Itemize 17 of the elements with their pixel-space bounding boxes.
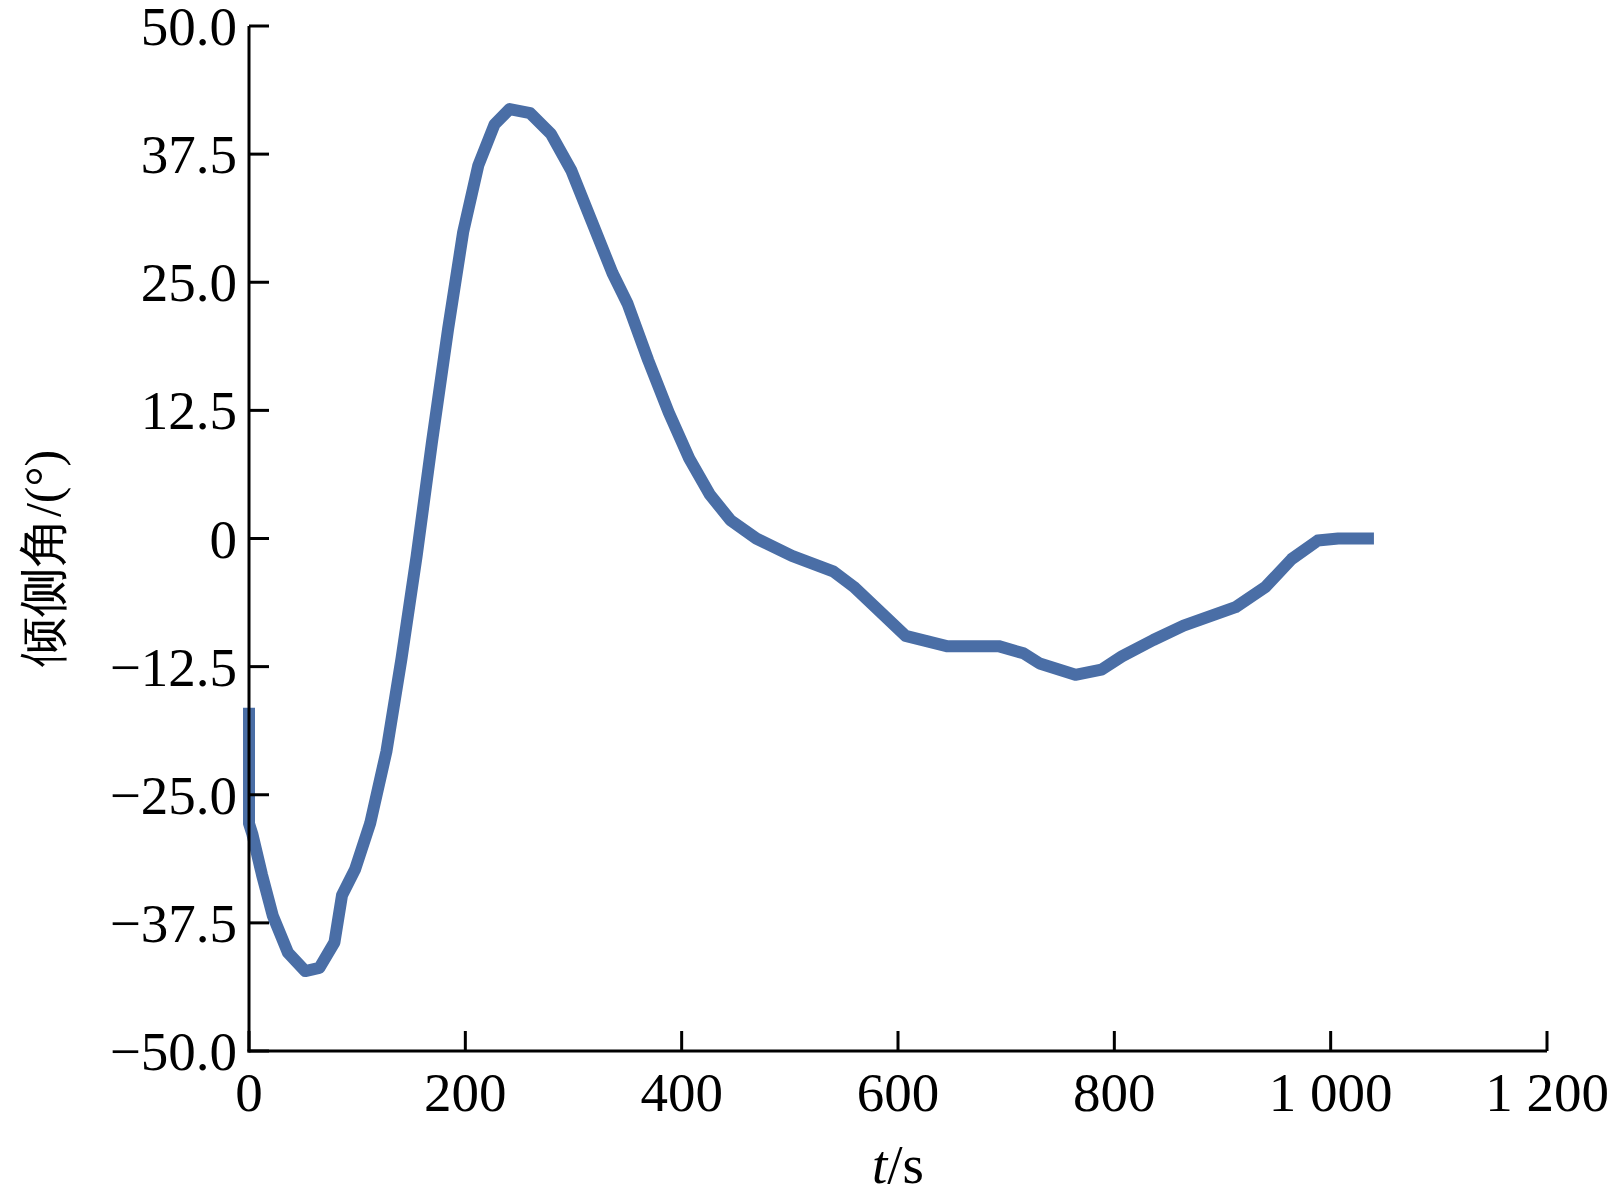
x-tick-label: 1 000 (1268, 1062, 1393, 1123)
x-tick-label: 1 200 (1485, 1062, 1609, 1123)
y-axis-title: 倾侧角/(°) (15, 449, 71, 668)
y-tick-label: 12.5 (140, 380, 237, 442)
y-tick-label: 37.5 (140, 124, 237, 186)
x-tick-label: 400 (640, 1062, 723, 1123)
x-axis-title: t/s (872, 1134, 924, 1193)
y-tick-label: 50.0 (140, 0, 237, 57)
y-tick-label: −12.5 (109, 636, 237, 698)
x-tick-label: 600 (856, 1062, 940, 1123)
y-tick-label: −25.0 (109, 764, 237, 826)
y-tick-label: −37.5 (109, 892, 237, 954)
x-tick-label: 200 (424, 1062, 507, 1123)
x-tick-label: 800 (1073, 1062, 1156, 1123)
y-tick-label: −50.0 (109, 1021, 237, 1082)
y-tick-label: 0 (209, 508, 237, 570)
y-tick-label: 25.0 (140, 252, 237, 314)
